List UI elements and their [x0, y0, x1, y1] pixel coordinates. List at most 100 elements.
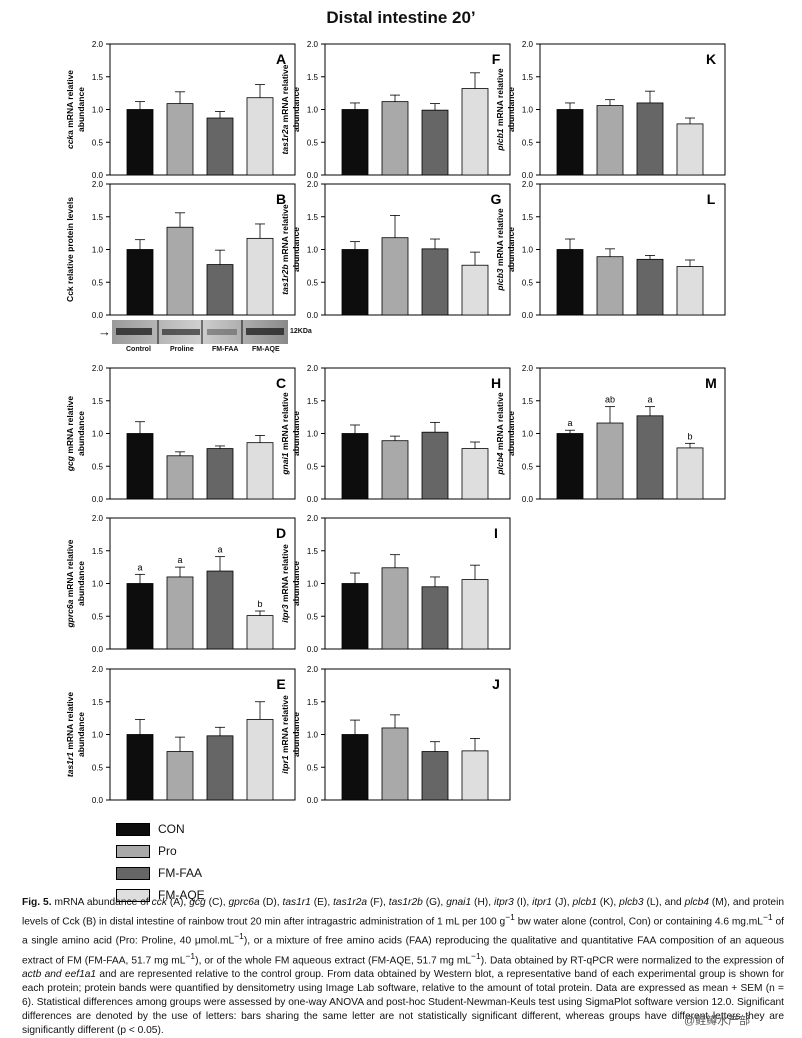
y-tick-label: 2.0	[92, 665, 104, 674]
bar-pro	[381, 101, 409, 176]
blot-lane-label: Control	[126, 346, 151, 353]
caption-segment: (M), and protein levels of Cck (B) in di…	[22, 897, 785, 928]
caption-segment: Fig. 5.	[22, 897, 52, 908]
blot-band-fm-faa	[207, 329, 237, 335]
caption-segment: ). Data obtained by RT-qPCR were normali…	[480, 955, 785, 967]
y-axis-label: gcg mRNA relative abundance	[65, 396, 86, 473]
y-axis-label: gnai1 mRNA relative abundance	[280, 392, 301, 476]
caption-segment: gnai1	[446, 897, 472, 908]
caption-segment: cck	[151, 897, 167, 908]
y-axis-label-line: gcg mRNA relative	[65, 396, 75, 473]
legend-swatch	[116, 888, 150, 902]
bar-pro	[166, 103, 194, 176]
y-tick-label: 0.5	[92, 462, 104, 471]
blot-band-fm-aqe	[246, 328, 284, 335]
y-tick-label: 1.5	[92, 547, 104, 556]
caption-segment: (F),	[367, 897, 389, 908]
y-tick-label: 2.0	[92, 180, 104, 189]
panel-letter: D	[276, 525, 286, 541]
y-axis-label-gene: gnai1	[280, 452, 290, 475]
bar-fm-aqe	[676, 266, 704, 316]
panel-letter: K	[706, 51, 716, 67]
bar-con	[341, 734, 369, 801]
bar-pro	[381, 727, 409, 801]
y-axis-label-gene: gprc6a	[65, 599, 75, 628]
significance-letter: a	[137, 562, 142, 572]
y-tick-label: 0.0	[522, 171, 534, 179]
y-axis-label-gene: plcb1	[495, 128, 505, 151]
y-axis-label-line: tas1r2a mRNA relative	[280, 64, 290, 154]
y-tick-label: 2.0	[307, 364, 319, 373]
bar-fm-faa	[206, 117, 234, 176]
y-tick-label: 1.5	[307, 547, 319, 556]
y-tick-label: 0.5	[92, 138, 104, 147]
significance-letter: a	[217, 545, 222, 555]
y-tick-label: 2.0	[307, 180, 319, 189]
y-axis-label-text: mRNA relative	[495, 208, 505, 268]
y-axis-label-text: a mRNA relative	[65, 70, 75, 135]
figure-title: Distal intestine 20’	[326, 8, 476, 27]
caption-segment: tas1r1	[282, 897, 311, 908]
caption-segment: −1	[505, 912, 515, 922]
y-axis-label-gene: tas1r2a	[280, 124, 290, 154]
y-tick-label: 2.0	[522, 40, 534, 49]
y-tick-label: 2.0	[307, 665, 319, 674]
chart-panel-a: 0.0 0.5 1.0 1.5 2.0 ccka mRNA relative abundan…	[65, 40, 296, 179]
y-tick-label: 1.5	[307, 73, 319, 82]
significance-letter: b	[257, 599, 262, 609]
bar-fm-aqe	[246, 97, 274, 176]
y-tick-label: 0.0	[307, 171, 319, 179]
y-axis-label-gene: itpr1	[280, 755, 290, 774]
bar-fm-aqe	[246, 442, 274, 500]
bar-fm-faa	[206, 448, 234, 500]
bar-con	[126, 249, 154, 316]
caption-segment: plcb3	[619, 897, 644, 908]
y-tick-label: 0.0	[307, 495, 319, 503]
panel-letter: J	[492, 676, 500, 692]
caption-segment: (L), and	[643, 897, 685, 908]
y-axis-label-line: abundance	[76, 87, 86, 132]
y-axis-label-line: abundance	[76, 561, 86, 606]
bar-pro	[381, 237, 409, 316]
panel-letter: A	[276, 51, 286, 67]
panel-letter: F	[492, 51, 501, 67]
panel-letter: M	[705, 375, 717, 391]
bar-con	[126, 433, 154, 500]
panel-letter: I	[494, 525, 498, 541]
y-tick-label: 0.0	[307, 311, 319, 319]
y-axis-label-line: abundance	[506, 227, 516, 272]
caption-segment: and are represented relative to the cont…	[22, 969, 784, 1037]
y-tick-label: 1.5	[307, 698, 319, 707]
bar-pro	[166, 226, 194, 316]
y-tick-label: 1.5	[92, 213, 104, 222]
bar-fm-faa	[206, 735, 234, 801]
panel-letter: H	[491, 375, 501, 391]
legend-item: FM-AQE	[116, 884, 205, 906]
y-tick-label: 2.0	[92, 364, 104, 373]
y-tick-label: 1.5	[92, 73, 104, 82]
caption-segment: (C),	[205, 897, 229, 908]
caption-segment: (E),	[310, 897, 334, 908]
y-tick-label: 1.5	[92, 397, 104, 406]
y-tick-label: 1.0	[92, 580, 104, 589]
y-tick-label: 1.0	[307, 580, 319, 589]
y-axis-label-text: Cck relative protein levels	[65, 197, 75, 302]
y-tick-label: 1.5	[92, 698, 104, 707]
legend-label: FM-FAA	[158, 866, 202, 880]
y-axis-label: Cck relative protein levels	[65, 197, 75, 302]
y-tick-label: 2.0	[307, 40, 319, 49]
y-tick-label: 1.0	[522, 106, 534, 115]
caption-segment: −1	[234, 931, 244, 942]
y-axis-label-line: tas1r1 mRNA relative	[65, 692, 75, 777]
bar-fm-aqe	[676, 123, 704, 176]
bar-fm-faa	[421, 431, 449, 500]
y-tick-label: 0.5	[92, 612, 104, 621]
y-axis-label-line: ccka mRNA relative	[65, 70, 75, 149]
caption-segment: (D),	[259, 897, 283, 908]
y-tick-label: 0.5	[307, 278, 319, 287]
caption-segment: (H),	[471, 897, 494, 908]
